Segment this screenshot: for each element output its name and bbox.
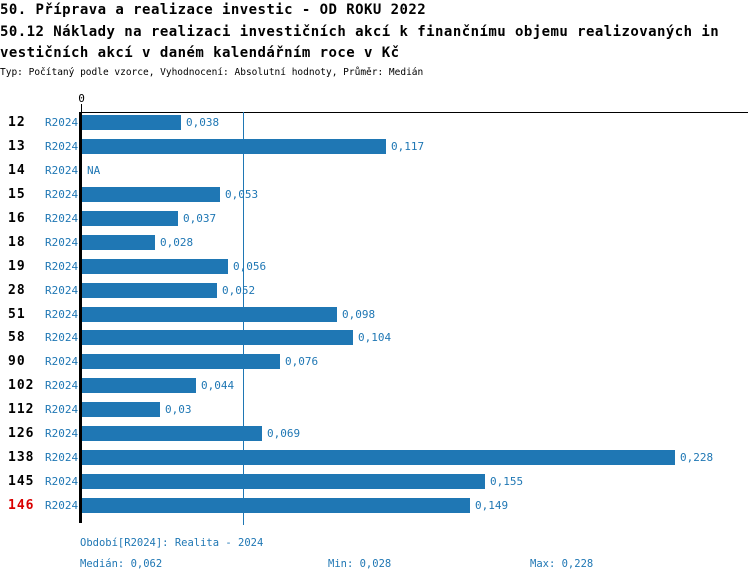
page-title: 50. Příprava a realizace investic - OD R… [0,2,427,18]
bar [82,211,178,226]
chart-subtitle-line1: 50.12 Náklady na realizaci investičních … [0,24,720,40]
footer-period-label: Období[R2024]: Realita - 2024 [80,537,264,549]
row-category-label: 18 [8,235,26,250]
x-axis-zero-tick-label: 0 [78,92,85,105]
bar [82,139,386,154]
chart-row: 90 R2024 0,076 [0,354,750,369]
bar-value-label: 0,228 [680,451,714,464]
row-category-label: 14 [8,163,26,178]
chart-row: 58 R2024 0,104 [0,330,750,345]
bar-value-label: 0,069 [267,427,301,440]
footer-median-label: Medián: 0,062 [80,558,163,570]
row-series-label: R2024 [45,379,79,392]
chart-meta-info: Typ: Počítaný podle vzorce, Vyhodnocení:… [0,67,424,78]
bar [82,115,181,130]
row-series-label: R2024 [45,475,79,488]
bar [82,402,160,417]
x-axis-zero-tick-mark [81,104,82,112]
row-series-label: R2024 [45,188,79,201]
row-series-label: R2024 [45,236,79,249]
footer-max-label: Max: 0,228 [530,558,594,570]
bar [82,426,262,441]
row-series-label: R2024 [45,331,79,344]
row-category-label: 102 [8,378,35,393]
bar [82,187,220,202]
row-category-label: 146 [8,498,35,513]
bar-value-label: 0,044 [201,379,235,392]
row-category-label: 138 [8,450,35,465]
bar-value-label: 0,149 [475,499,509,512]
row-series-label: R2024 [45,427,79,440]
footer-min-label: Min: 0,028 [328,558,392,570]
chart-row: 19 R2024 0,056 [0,259,750,274]
bar-value-label: 0,117 [391,140,425,153]
chart-row: 18 R2024 0,028 [0,235,750,250]
bar-value-label: 0,155 [490,475,524,488]
row-series-label: R2024 [45,164,79,177]
row-series-label: R2024 [45,116,79,129]
bar-value-label: 0,053 [225,188,259,201]
row-series-label: R2024 [45,403,79,416]
bar [82,474,485,489]
row-category-label: 90 [8,354,26,369]
bar-value-label: 0,028 [160,236,194,249]
chart-row: 28 R2024 0,052 [0,283,750,298]
bar [82,283,217,298]
bar [82,307,337,322]
bar-value-label: 0,03 [165,403,192,416]
bar-value-label: 0,098 [342,308,376,321]
row-category-label: 51 [8,307,26,322]
row-series-label: R2024 [45,140,79,153]
chart-row: 14 R2024 NA [0,163,750,178]
chart-row: 16 R2024 0,037 [0,211,750,226]
chart-row: 102 R2024 0,044 [0,378,750,393]
row-category-label: 12 [8,115,26,130]
chart-row: 112 R2024 0,03 [0,402,750,417]
chart-row: 51 R2024 0,098 [0,307,750,322]
row-category-label: 13 [8,139,26,154]
bar [82,450,675,465]
row-category-label: 58 [8,330,26,345]
row-category-label: 145 [8,474,35,489]
bar [82,259,228,274]
chart-row: 15 R2024 0,053 [0,187,750,202]
row-category-label: 28 [8,283,26,298]
row-series-label: R2024 [45,260,79,273]
bar-na-label: NA [87,164,101,177]
row-series-label: R2024 [45,355,79,368]
bar [82,354,280,369]
bar-value-label: 0,037 [183,212,217,225]
bar-value-label: 0,076 [285,355,319,368]
bar [82,330,353,345]
row-category-label: 16 [8,211,26,226]
row-category-label: 126 [8,426,35,441]
chart-row: 126 R2024 0,069 [0,426,750,441]
bar-value-label: 0,104 [358,331,392,344]
row-series-label: R2024 [45,212,79,225]
bar-value-label: 0,052 [222,284,256,297]
row-category-label: 19 [8,259,26,274]
bar-value-label: 0,038 [186,116,220,129]
bar [82,235,155,250]
bar [82,498,470,513]
chart-row: 146 R2024 0,149 [0,498,750,513]
y-axis-line [79,112,82,523]
row-series-label: R2024 [45,284,79,297]
bar [82,378,196,393]
chart-row: 138 R2024 0,228 [0,450,750,465]
chart-row: 12 R2024 0,038 [0,115,750,130]
bar-value-label: 0,056 [233,260,267,273]
chart-row: 13 R2024 0,117 [0,139,750,154]
row-series-label: R2024 [45,451,79,464]
x-axis-line [80,112,748,113]
row-series-label: R2024 [45,499,79,512]
chart-row: 145 R2024 0,155 [0,474,750,489]
row-category-label: 112 [8,402,35,417]
row-series-label: R2024 [45,308,79,321]
chart-subtitle-line2: vestičních akcí v daném kalendářním roce… [0,45,400,61]
row-category-label: 15 [8,187,26,202]
